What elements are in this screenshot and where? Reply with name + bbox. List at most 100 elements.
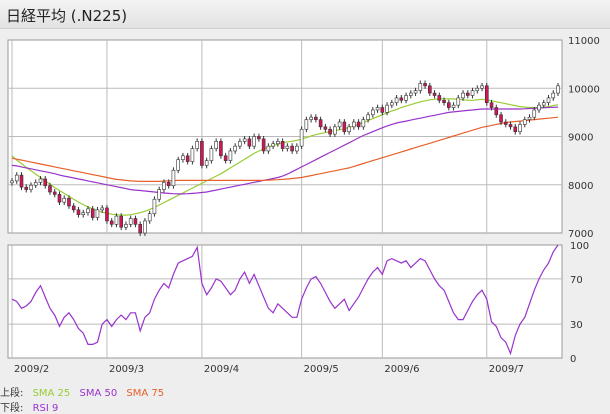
candle: [185, 152, 190, 165]
candle: [48, 182, 52, 195]
candle: [432, 90, 437, 99]
candle: [76, 206, 81, 218]
candle: [280, 138, 285, 152]
candle-body: [337, 121, 342, 128]
candle: [484, 82, 489, 106]
candle-body: [446, 102, 451, 108]
candle-body: [124, 224, 128, 228]
candle: [252, 133, 256, 150]
candle: [24, 184, 29, 193]
candle: [527, 114, 532, 123]
candle: [371, 107, 375, 118]
candle-body: [551, 92, 556, 99]
candle: [385, 102, 389, 116]
candle-body: [328, 128, 332, 135]
candle-body: [333, 126, 337, 135]
legend-sma75: SMA 75: [126, 388, 165, 399]
candle-body: [204, 160, 209, 166]
candle-body: [356, 121, 361, 128]
candle-body: [29, 184, 33, 190]
candle: [43, 176, 48, 189]
candle-body: [323, 126, 328, 130]
candle: [176, 156, 180, 174]
candle: [67, 195, 71, 209]
candle-body: [133, 218, 138, 225]
candle-body: [432, 92, 437, 96]
candle: [508, 121, 513, 130]
candle: [446, 99, 451, 111]
candle: [204, 157, 209, 169]
candle: [518, 121, 522, 135]
candle: [404, 92, 408, 104]
legend-lower-label: 下段:: [0, 403, 24, 414]
x-tick-label: 2009/2: [14, 364, 49, 375]
candle: [10, 177, 14, 186]
candle: [380, 104, 385, 116]
candle: [328, 126, 332, 137]
candle-body: [105, 207, 109, 222]
candle: [109, 218, 114, 228]
candle-body: [342, 121, 347, 132]
candle: [86, 205, 90, 216]
candle: [314, 114, 318, 123]
candle-body: [304, 119, 309, 130]
candle-body: [394, 97, 399, 104]
candle-body: [475, 87, 480, 91]
candle: [266, 143, 271, 154]
candle: [399, 95, 404, 104]
candle-body: [252, 136, 256, 147]
candle-body: [62, 197, 67, 203]
candle: [33, 179, 38, 189]
rsi-y-tick-label: 0: [570, 354, 576, 365]
candle: [361, 116, 366, 130]
candle: [356, 119, 361, 130]
candle-body: [266, 145, 271, 152]
candle-body: [166, 182, 171, 187]
candle-body: [541, 102, 546, 106]
candle-body: [503, 121, 508, 125]
candle: [114, 213, 119, 228]
candle: [285, 143, 290, 152]
candle-body: [480, 85, 484, 89]
candle-body: [200, 141, 204, 166]
candle: [299, 126, 304, 150]
candle-body: [219, 141, 223, 157]
candle-body: [418, 83, 423, 91]
candle-body: [10, 180, 14, 184]
candle-body: [532, 109, 537, 118]
candle: [522, 116, 527, 128]
candle-body: [399, 97, 404, 101]
candle: [190, 145, 195, 165]
candle-body: [214, 141, 218, 149]
candle-body: [176, 159, 180, 171]
candle: [247, 136, 252, 150]
candle-body: [556, 85, 560, 94]
x-tick-label: 2009/4: [204, 364, 239, 375]
candle-body: [71, 205, 76, 211]
candle-body: [513, 126, 518, 132]
legend-rsi9: RSI 9: [32, 403, 59, 414]
candle: [71, 203, 76, 213]
candle-body: [19, 174, 24, 188]
candle: [532, 107, 537, 121]
candle-body: [14, 174, 19, 182]
candle-body: [33, 182, 38, 186]
candle: [290, 143, 294, 154]
candle-body: [24, 186, 29, 190]
candle-body: [527, 116, 532, 120]
candle-body: [465, 92, 470, 96]
candle-body: [119, 215, 123, 228]
candle: [152, 196, 157, 217]
candle: [541, 99, 546, 109]
candle: [503, 119, 508, 128]
candle: [214, 138, 218, 152]
candle-body: [195, 141, 199, 149]
candle: [461, 90, 465, 101]
candle-body: [95, 209, 100, 218]
candle-body: [494, 107, 499, 116]
candle: [209, 145, 214, 164]
candle-body: [314, 116, 318, 120]
price-y-tick-label: 7000: [568, 229, 593, 240]
candle-body: [423, 83, 427, 87]
candle-body: [90, 208, 95, 218]
